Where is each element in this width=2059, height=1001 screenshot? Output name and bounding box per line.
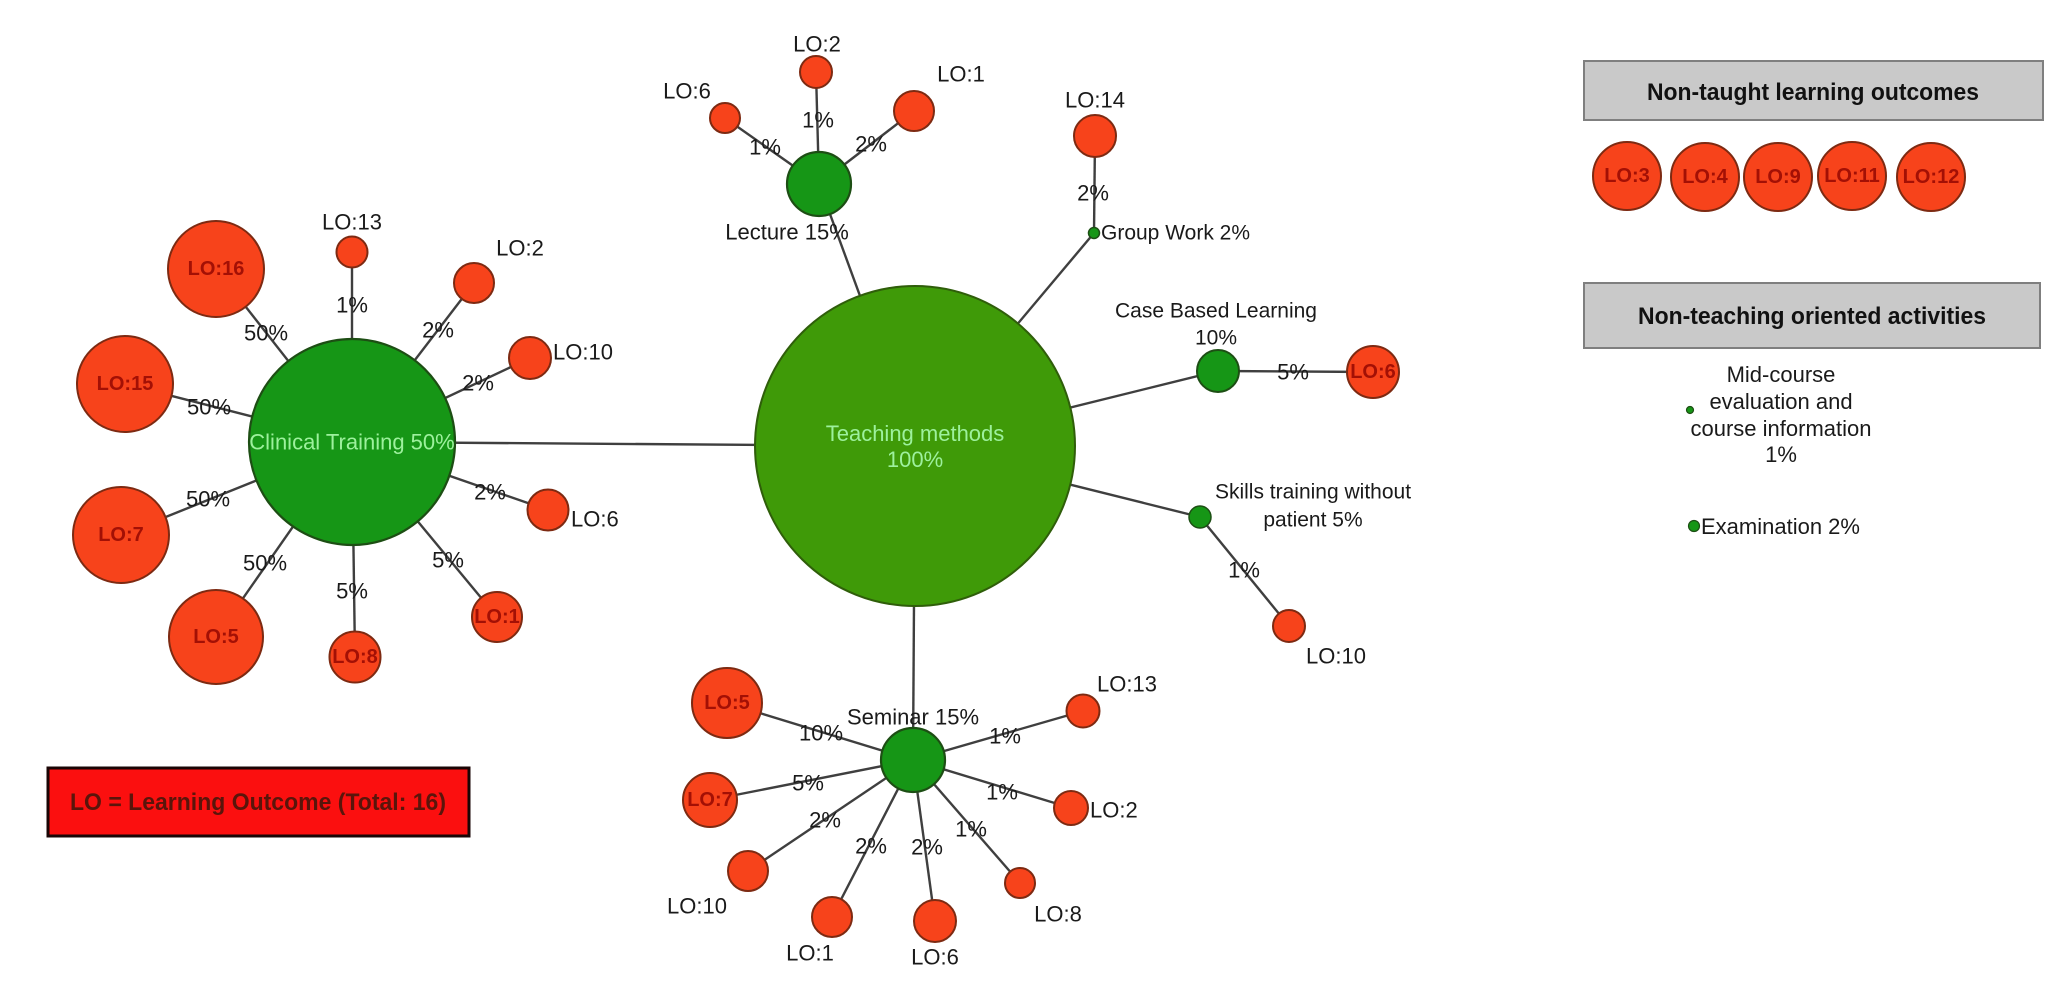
svg-text:LO:2: LO:2 — [1090, 798, 1138, 823]
svg-text:Seminar 15%: Seminar 15% — [847, 705, 979, 730]
svg-text:1%: 1% — [1765, 442, 1797, 467]
svg-text:2%: 2% — [855, 834, 887, 859]
svg-text:LO:14: LO:14 — [1065, 88, 1125, 113]
svg-text:50%: 50% — [244, 321, 288, 346]
svg-text:2%: 2% — [911, 835, 943, 860]
svg-text:1%: 1% — [986, 780, 1018, 805]
svg-text:LO:15: LO:15 — [97, 373, 154, 395]
svg-text:LO:1: LO:1 — [786, 941, 834, 966]
svg-text:evaluation and: evaluation and — [1709, 389, 1852, 414]
svg-text:LO:8: LO:8 — [332, 646, 378, 668]
svg-text:2%: 2% — [474, 480, 506, 505]
svg-text:LO:12: LO:12 — [1903, 166, 1960, 188]
svg-text:LO:7: LO:7 — [98, 524, 144, 546]
svg-text:LO:6: LO:6 — [663, 79, 711, 104]
svg-text:LO:6: LO:6 — [1350, 361, 1396, 383]
svg-text:2%: 2% — [462, 371, 494, 396]
svg-text:LO:6: LO:6 — [911, 945, 959, 970]
svg-text:LO:5: LO:5 — [704, 692, 750, 714]
svg-text:100%: 100% — [887, 447, 943, 472]
svg-text:LO:6: LO:6 — [571, 507, 619, 532]
svg-text:10%: 10% — [799, 721, 843, 746]
svg-text:Skills training without: Skills training without — [1215, 481, 1411, 504]
svg-text:LO:7: LO:7 — [687, 789, 733, 811]
svg-text:2%: 2% — [855, 132, 887, 157]
svg-text:5%: 5% — [1277, 360, 1309, 385]
svg-text:LO:10: LO:10 — [1306, 644, 1366, 669]
svg-text:LO:10: LO:10 — [553, 340, 613, 365]
svg-text:1%: 1% — [955, 817, 987, 842]
svg-text:LO:16: LO:16 — [188, 258, 245, 280]
svg-text:LO:5: LO:5 — [193, 626, 239, 648]
svg-text:course information: course information — [1691, 416, 1872, 441]
svg-text:LO:2: LO:2 — [496, 236, 544, 261]
svg-text:LO:11: LO:11 — [1824, 165, 1880, 187]
svg-text:LO:9: LO:9 — [1755, 166, 1801, 188]
svg-text:5%: 5% — [432, 548, 464, 573]
svg-text:10%: 10% — [1195, 327, 1237, 350]
svg-text:patient 5%: patient 5% — [1263, 509, 1362, 532]
svg-text:LO:13: LO:13 — [1097, 672, 1157, 697]
svg-text:1%: 1% — [336, 293, 368, 318]
svg-text:Group Work 2%: Group Work 2% — [1101, 222, 1250, 245]
svg-text:LO:8: LO:8 — [1034, 902, 1082, 927]
svg-text:2%: 2% — [422, 318, 454, 343]
svg-text:LO:2: LO:2 — [793, 32, 841, 57]
svg-text:Non-teaching oriented activiti: Non-teaching oriented activities — [1638, 303, 1986, 330]
svg-text:50%: 50% — [186, 487, 230, 512]
svg-text:50%: 50% — [187, 395, 231, 420]
svg-text:5%: 5% — [336, 579, 368, 604]
svg-text:1%: 1% — [749, 135, 781, 160]
svg-text:1%: 1% — [1228, 558, 1260, 583]
svg-text:Non-taught learning outcomes: Non-taught learning outcomes — [1647, 79, 1979, 106]
svg-text:LO:3: LO:3 — [1604, 165, 1650, 187]
svg-text:5%: 5% — [792, 771, 824, 796]
svg-text:Case Based Learning: Case Based Learning — [1115, 300, 1317, 323]
svg-text:Clinical Training 50%: Clinical Training 50% — [249, 430, 454, 455]
svg-text:50%: 50% — [243, 551, 287, 576]
svg-text:LO:4: LO:4 — [1682, 166, 1728, 188]
svg-text:1%: 1% — [802, 108, 834, 133]
svg-text:Examination 2%: Examination 2% — [1701, 514, 1860, 539]
svg-text:Teaching methods: Teaching methods — [826, 421, 1005, 446]
svg-text:LO:1: LO:1 — [474, 606, 520, 628]
svg-text:2%: 2% — [1077, 181, 1109, 206]
svg-text:LO:10: LO:10 — [667, 894, 727, 919]
svg-text:LO:13: LO:13 — [322, 210, 382, 235]
svg-text:2%: 2% — [809, 808, 841, 833]
svg-text:1%: 1% — [989, 724, 1021, 749]
svg-text:Mid-course: Mid-course — [1727, 362, 1836, 387]
svg-text:Lecture 15%: Lecture 15% — [725, 220, 849, 245]
svg-text:LO:1: LO:1 — [937, 62, 985, 87]
svg-text:LO = Learning Outcome (Total:: LO = Learning Outcome (Total: 16) — [70, 789, 446, 816]
